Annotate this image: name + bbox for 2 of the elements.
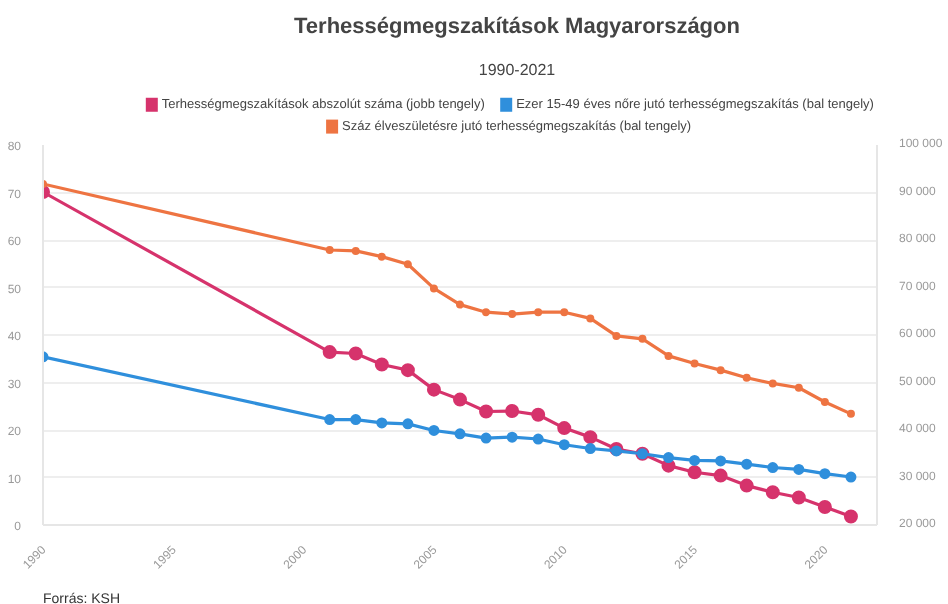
chart-title: Terhességmegszakítások Magyarországon: [294, 15, 741, 39]
chart-subtitle: 1990-2021: [478, 61, 557, 79]
